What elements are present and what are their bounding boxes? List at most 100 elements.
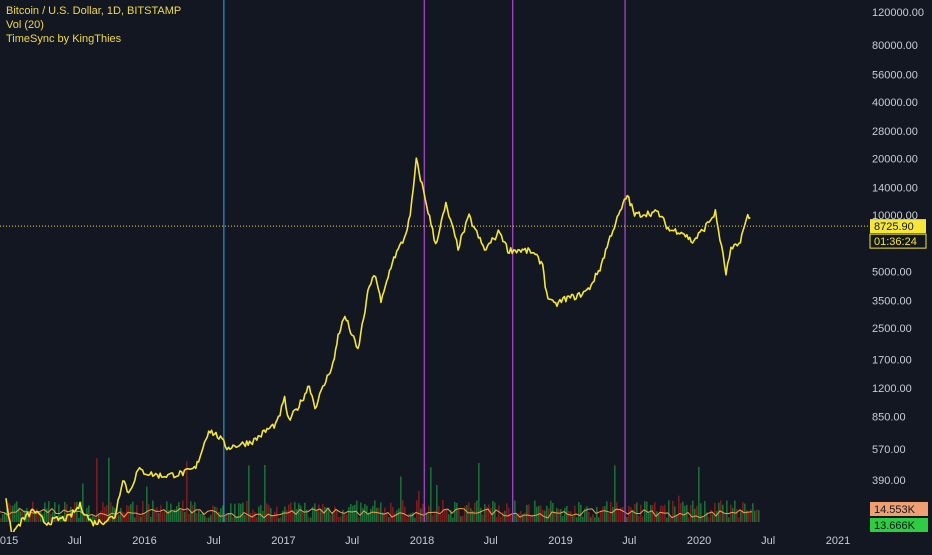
volume-bar [218, 512, 220, 522]
volume-bar [516, 515, 518, 522]
volume-bar [228, 513, 230, 522]
volume-bar [608, 513, 610, 522]
volume-bar [316, 509, 318, 522]
volume-bar [192, 505, 194, 522]
volume-bar [380, 502, 382, 522]
price-badges: 8725.90 01:36:24 14.553K 13.666K 2015 Jul 2016… [0, 219, 932, 550]
volume-bar [146, 486, 148, 522]
price-tick-label: 570.00 [872, 444, 906, 456]
price-axis[interactable]: 120000.00 80000.00 56000.00 40000.00 28000.0… [872, 7, 924, 517]
volume-bar [186, 461, 188, 522]
volume-bar [562, 516, 564, 522]
volume-bar [336, 510, 338, 522]
volume-bar [524, 512, 526, 522]
volume-bar [346, 514, 348, 522]
volume-bar [34, 511, 36, 522]
price-tick-label: 120000.00 [872, 7, 924, 19]
volume-bar [246, 500, 248, 522]
volume-bar [204, 515, 206, 522]
volume-indicator-label[interactable]: Vol (20) [6, 19, 44, 31]
volume-bar [570, 511, 572, 522]
volume-bar [666, 517, 668, 522]
bar-countdown-badge-bg [870, 234, 926, 249]
volume-bar [196, 513, 198, 522]
volume-bar [334, 506, 336, 522]
volume-bar [560, 509, 562, 522]
volume-bar [306, 509, 308, 522]
volume-bar [56, 516, 58, 522]
volume-bar [236, 516, 238, 522]
volume-bar [208, 517, 210, 522]
volume-bar [234, 503, 236, 522]
volume-bar [662, 505, 664, 522]
volume-bar [702, 516, 704, 522]
volume-bar [78, 517, 80, 522]
price-tick-label: 3500.00 [872, 296, 912, 308]
volume-bar [706, 512, 708, 522]
volume-bar [488, 504, 490, 522]
volume-bar [432, 515, 434, 522]
volume-bar [106, 504, 108, 522]
volume-bar [342, 509, 344, 522]
price-tick-label: 390.00 [872, 475, 906, 487]
volume-bar [648, 512, 650, 522]
volume-bar [458, 509, 460, 522]
volume-bar [128, 506, 130, 522]
volume-bar [280, 517, 282, 522]
volume-bar [434, 511, 436, 522]
volume-bar [670, 517, 672, 522]
volume-bar [734, 500, 736, 522]
volume-bar [758, 510, 760, 522]
volume-bar [242, 502, 244, 522]
volume-bar [508, 507, 510, 522]
timesync-indicator-label[interactable]: TimeSync by KingThies [6, 33, 122, 45]
volume-bar [614, 465, 616, 522]
volume-bar [462, 515, 464, 522]
time-tick-label-front: Jul [345, 535, 359, 547]
volume-bar [206, 517, 208, 522]
volume-bar [362, 508, 364, 522]
volume-bar [72, 509, 74, 522]
volume-bar [514, 500, 516, 522]
price-layer [5, 157, 751, 536]
volume-bar [318, 504, 320, 522]
volume-bar [422, 503, 424, 522]
price-tick-label: 56000.00 [872, 69, 918, 81]
price-tick-label: 28000.00 [872, 126, 918, 138]
volume-bar [400, 476, 402, 522]
volume-bar [676, 515, 678, 522]
volume-bar [92, 515, 94, 522]
volume-bar [394, 512, 396, 522]
volume-bar [266, 503, 268, 522]
volume-bar [754, 510, 756, 522]
volume-bar [436, 485, 438, 522]
volume-bar [154, 508, 156, 522]
volume-bar [202, 511, 204, 522]
volume-bar [630, 507, 632, 522]
time-tick-label-front: Jul [68, 535, 82, 547]
volume-bar [356, 500, 358, 522]
volume-bar [586, 506, 588, 522]
volume-bar [4, 512, 6, 522]
volume-bar [482, 514, 484, 522]
volume-bar [416, 500, 418, 522]
volume-bar [382, 512, 384, 522]
time-tick-label-front: Jul [622, 535, 636, 547]
symbol-title[interactable]: Bitcoin / U.S. Dollar, 1D, BITSTAMP [6, 5, 182, 17]
volume-bar [454, 501, 456, 522]
volume-bar [564, 507, 566, 522]
volume-bar [612, 506, 614, 522]
volume-bar [604, 506, 606, 522]
volume-bar [596, 506, 598, 522]
volume-bar [174, 509, 176, 522]
volume-bar [546, 505, 548, 522]
volume-bar [476, 500, 478, 522]
volume-bar [510, 515, 512, 522]
volume-bar [504, 510, 506, 522]
volume-bar [64, 501, 66, 522]
volume-bar [180, 510, 182, 522]
chart-legend: Bitcoin / U.S. Dollar, 1D, BITSTAMP Vol … [6, 4, 181, 46]
volume-bar [502, 512, 504, 522]
timesync-lines [223, 0, 626, 522]
volume-bar [314, 503, 316, 522]
